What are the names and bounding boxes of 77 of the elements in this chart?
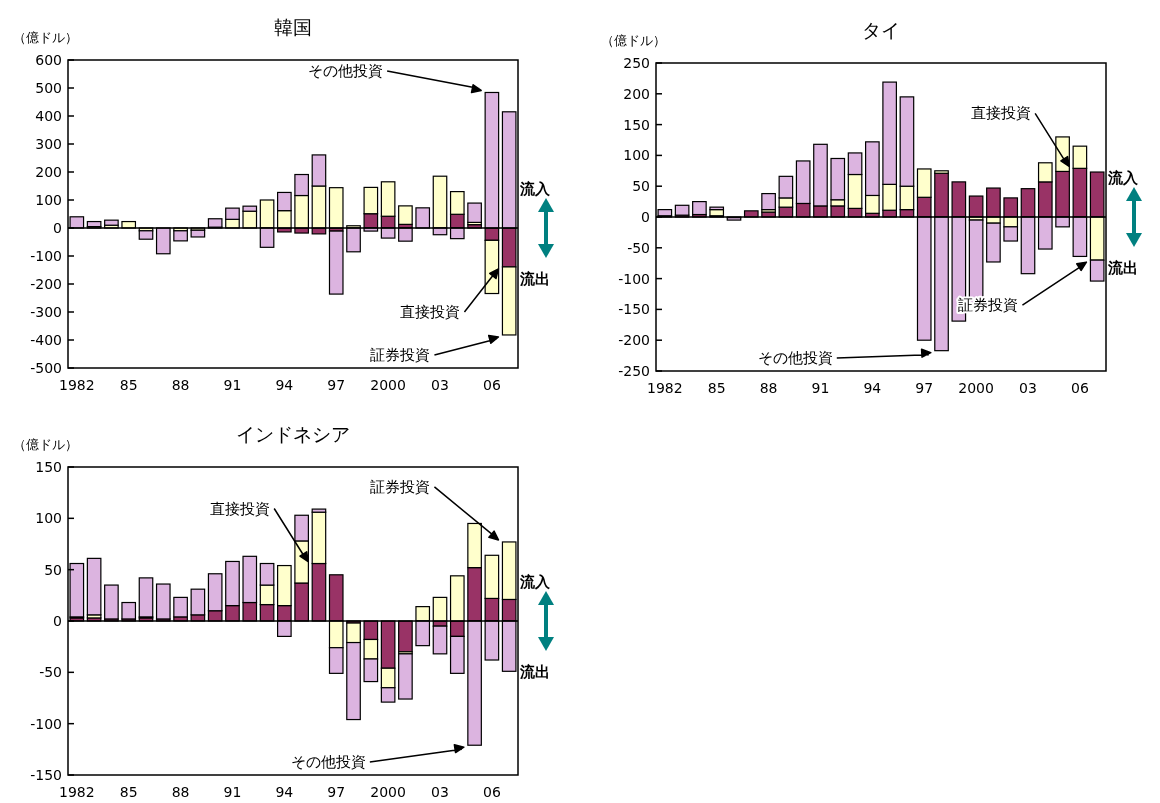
x-tick-label: 1982 bbox=[59, 784, 95, 800]
x-tick-label: 03 bbox=[431, 377, 449, 393]
text: 流出 bbox=[1107, 259, 1138, 277]
x-tick-label: 85 bbox=[707, 380, 726, 396]
y-tick-label: 0 bbox=[53, 219, 62, 236]
x-tick-label: 91 bbox=[223, 377, 242, 393]
text: 証券投資 bbox=[370, 477, 431, 496]
x-tick-label: 97 bbox=[915, 380, 934, 396]
x-tick-label: 97 bbox=[327, 784, 346, 800]
y-tick-label: 100 bbox=[623, 147, 650, 164]
x-tick-label: 1982 bbox=[59, 377, 95, 393]
y-tick-label: -100 bbox=[30, 247, 62, 264]
x-tick-label: 94 bbox=[275, 377, 294, 393]
y-tick-label: -500 bbox=[30, 359, 62, 376]
y-tick-label: -200 bbox=[618, 332, 650, 349]
x-tick-label: 94 bbox=[863, 380, 882, 396]
x-tick-label: 1982 bbox=[647, 380, 683, 396]
y-tick-label: 50 bbox=[44, 561, 62, 578]
x-tick-label: 85 bbox=[119, 377, 138, 393]
legend-label: 証券投資 bbox=[370, 346, 431, 364]
y-axis-title: （億ドル） bbox=[13, 30, 78, 45]
chart-title: タイ bbox=[862, 19, 900, 41]
x-tick-label: 85 bbox=[119, 784, 138, 800]
chart-title: インドネシア bbox=[236, 423, 350, 445]
y-tick-label: 0 bbox=[641, 208, 650, 225]
y-tick-label: 300 bbox=[35, 135, 62, 152]
y-tick-label: 150 bbox=[623, 116, 650, 133]
y-tick-label: 600 bbox=[35, 51, 62, 68]
y-tick-label: -250 bbox=[618, 362, 650, 379]
x-tick-label: 91 bbox=[223, 784, 242, 800]
x-tick-label: 06 bbox=[1070, 380, 1089, 396]
text: 直接投資 bbox=[971, 104, 1032, 123]
text: その他投資 bbox=[290, 753, 366, 771]
x-tick-label: 03 bbox=[431, 784, 449, 800]
y-tick-label: 500 bbox=[35, 79, 62, 96]
y-tick-label: -150 bbox=[618, 301, 650, 318]
y-tick-label: 250 bbox=[623, 54, 650, 71]
text: その他投資 bbox=[757, 349, 833, 367]
y-tick-label: 150 bbox=[35, 458, 62, 475]
y-tick-label: 100 bbox=[35, 191, 62, 208]
y-tick-label: 200 bbox=[35, 163, 62, 180]
x-tick-label: 06 bbox=[482, 377, 501, 393]
y-tick-label: -400 bbox=[30, 331, 62, 348]
x-tick-label: 88 bbox=[171, 377, 190, 393]
y-tick-label: -50 bbox=[39, 664, 62, 681]
y-tick-label: -50 bbox=[627, 239, 650, 256]
text: 流入 bbox=[519, 573, 551, 591]
chart-title: 韓国 bbox=[274, 16, 312, 38]
text: 直接投資 bbox=[210, 499, 271, 518]
y-axis-title: （億ドル） bbox=[601, 33, 666, 48]
text: 流出 bbox=[519, 270, 550, 288]
x-tick-label: 2000 bbox=[958, 380, 994, 396]
y-tick-label: 0 bbox=[53, 612, 62, 629]
x-tick-label: 88 bbox=[759, 380, 778, 396]
y-axis-title: （億ドル） bbox=[13, 437, 78, 452]
x-tick-label: 03 bbox=[1019, 380, 1037, 396]
text: 流入 bbox=[1107, 169, 1139, 187]
y-tick-label: -100 bbox=[618, 270, 650, 287]
text: 流入 bbox=[519, 180, 551, 198]
y-tick-label: -300 bbox=[30, 303, 62, 320]
x-tick-label: 2000 bbox=[370, 377, 406, 393]
y-tick-label: -150 bbox=[30, 766, 62, 783]
x-tick-label: 2000 bbox=[370, 784, 406, 800]
y-tick-label: 400 bbox=[35, 107, 62, 124]
x-tick-label: 91 bbox=[811, 380, 830, 396]
y-tick-label: -200 bbox=[30, 275, 62, 292]
text: 流出 bbox=[519, 663, 550, 681]
y-tick-label: -100 bbox=[30, 715, 62, 732]
x-tick-label: 97 bbox=[327, 377, 346, 393]
y-tick-label: 100 bbox=[35, 510, 62, 527]
x-tick-label: 06 bbox=[482, 784, 501, 800]
y-tick-label: 200 bbox=[623, 85, 650, 102]
text: 直接投資 bbox=[400, 302, 461, 321]
text: その他投資 bbox=[308, 62, 384, 80]
x-tick-label: 88 bbox=[171, 784, 190, 800]
y-tick-label: 50 bbox=[632, 178, 650, 195]
x-tick-label: 94 bbox=[275, 784, 294, 800]
